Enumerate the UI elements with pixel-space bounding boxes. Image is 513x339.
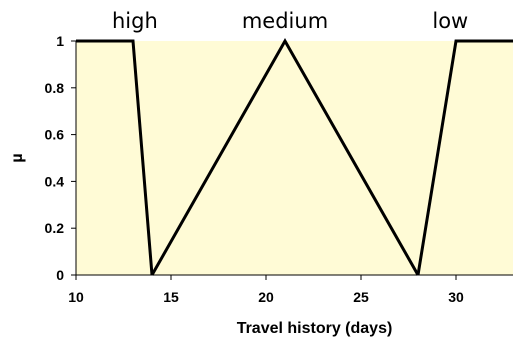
x-tick-label: 30 — [448, 289, 464, 305]
y-axis-title: µ — [9, 153, 26, 162]
x-axis: 10 15 20 25 30 — [68, 274, 513, 305]
y-tick-label: 0.4 — [45, 173, 65, 189]
x-tick-label: 20 — [258, 289, 274, 305]
series-line-medium — [150, 37, 420, 276]
x-tick-label: 15 — [163, 289, 179, 305]
x-tick-label: 10 — [68, 289, 84, 305]
x-tick-label: 25 — [353, 289, 369, 305]
series-label-medium: medium — [242, 9, 328, 33]
y-tick-label: 0.2 — [45, 220, 65, 236]
y-tick-label: 0.8 — [45, 80, 65, 96]
series-line-high — [76, 39, 154, 276]
y-tick-label: 0.6 — [45, 127, 65, 143]
x-axis-title: Travel history (days) — [237, 320, 393, 337]
y-tick-label: 1 — [56, 33, 64, 49]
series-label-low: low — [432, 9, 468, 33]
y-axis: 0 0.2 0.4 0.6 0.8 1 — [45, 33, 77, 283]
y-tick-label: 0 — [56, 267, 64, 283]
series-labels: high medium low — [112, 9, 468, 33]
series-line-low — [416, 39, 513, 276]
series-label-high: high — [112, 9, 158, 33]
series-lines — [76, 37, 513, 276]
